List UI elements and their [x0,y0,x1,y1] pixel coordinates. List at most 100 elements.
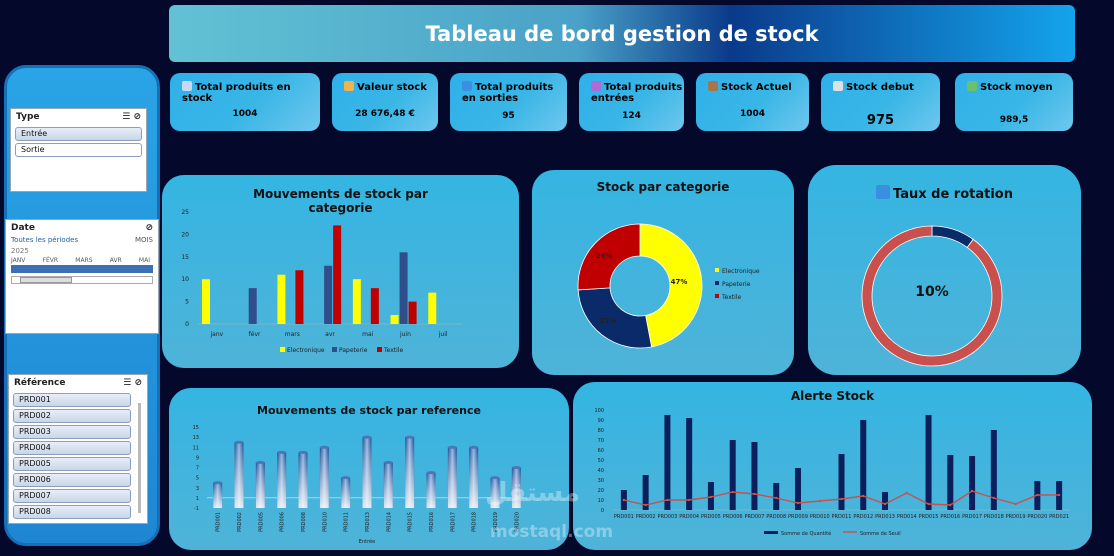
moneybag-icon [344,81,354,91]
x-tick-label: PRD016 [429,512,435,532]
line-point [1036,493,1039,497]
kpi-card: Stock moyen 989,5 [955,73,1073,131]
timeline-bar[interactable] [11,265,153,273]
bar [729,440,736,510]
bar [408,301,417,324]
bar [860,420,867,510]
center-label: 10% [915,284,949,300]
line-point [905,491,908,495]
slicer-scrollbar[interactable] [138,403,141,513]
y-tick-label: 30 [598,478,604,484]
kpi-value: 989,5 [999,115,1029,125]
y-tick-label: 0 [601,508,604,514]
stock-alert-chart: 0 10 20 30 40 50 60 70 80 90 100 PRD001 PRD002 PRD003… [594,408,1070,537]
bar-highlight [383,462,393,508]
donut-slice [577,287,653,349]
slicer-item-reference[interactable]: PRD003 [13,425,131,439]
bar-highlight [362,437,372,508]
x-tick-label: PRD001 [614,514,634,520]
legend-swatch [715,281,719,285]
x-tick-label: PRD010 [810,514,830,520]
chart-title: Mouvements de stock par categorie [253,187,428,215]
slicer-item-reference[interactable]: PRD008 [13,505,131,519]
bar [990,430,997,510]
line-point [666,498,669,502]
slicer-item-reference[interactable]: PRD004 [13,441,131,455]
chart-title: Mouvements de stock par reference [257,404,481,417]
slicer-item-reference[interactable]: PRD007 [13,489,131,503]
type-slicer-title: Type [16,112,40,122]
stock-by-category-donut: 47% 27% 26% Electronique Papeterie Textile [577,223,760,349]
kpi-value: 95 [502,111,515,121]
bar-cap [362,435,372,439]
period-unit-dropdown[interactable]: MOIS [134,236,153,244]
month-label: JANV [11,257,26,264]
line-point [862,494,865,498]
bar-cap [277,450,287,454]
month-label: MARS [75,257,93,264]
reference-slicer: Référence ☰ ⊘ PRD001 PRD002 PRD003 PRD004 PR… [8,374,148,524]
x-tick-label: PRD009 [788,514,808,520]
bar [751,442,758,510]
multiselect-icon[interactable]: ☰ [122,112,131,122]
x-tick-label: PRD021 [1049,514,1069,520]
chart-card-category-movements: Mouvements de stock par categorie 0 5 10 15… [162,175,519,368]
slicer-item-reference[interactable]: PRD005 [13,457,131,471]
slicer-item-reference[interactable]: PRD006 [13,473,131,487]
x-tick-label: PRD006 [280,512,286,532]
x-tick-label: PRD015 [919,514,939,520]
legend-swatch [715,294,719,298]
x-tick-label: PRD003 [657,514,677,520]
clear-filter-icon[interactable]: ⊘ [145,223,153,233]
clock-icon [833,81,843,91]
x-tick-label: PRD001 [216,512,222,532]
bar [882,492,889,510]
x-tick-label: avr [325,331,335,338]
x-tick-label: PRD017 [450,512,456,532]
slicer-item-sortie[interactable]: Sortie [15,143,142,157]
x-tick-label: PRD005 [258,512,264,532]
kpi-card: Stock Actuel 1004 [696,73,809,131]
y-tick-label: 9 [196,455,199,461]
kpi-label: Total produits entrées [591,82,683,104]
slicer-item-entree[interactable]: Entrée [15,127,142,141]
chart-card-rotation-rate: Taux de rotation 10% [808,165,1081,375]
timeline-scrollbar[interactable] [11,276,153,284]
slicer-item-reference[interactable]: PRD001 [13,393,131,407]
line-point [687,498,691,502]
kpi-label: Stock debut [846,82,914,93]
bar-highlight [511,467,521,508]
bar-cap [426,471,436,475]
clear-filter-icon[interactable]: ⊘ [133,112,141,122]
bar-cap [319,445,329,449]
watermark-arabic: مستقل [485,478,581,508]
slicer-item-reference[interactable]: PRD002 [13,409,131,423]
x-tick-label: PRD016 [940,514,960,520]
donut-slice [577,223,641,291]
kpi-card: Total produits en sorties 95 [450,73,567,131]
chart-title: Alerte Stock [790,389,875,403]
bar [352,279,361,324]
kpi-card: Valeur stock 28 676,48 € [332,73,438,131]
x-tick-label: PRD004 [679,514,699,520]
bar [925,415,932,510]
kpi-value: 28 676,48 € [355,109,415,119]
x-tick-label: PRD019 [493,512,499,532]
legend-label: Papeterie [722,281,751,288]
scrollbar-thumb[interactable] [20,277,72,283]
bar-highlight [469,447,479,508]
y-tick-label: 15 [181,254,189,261]
multiselect-icon[interactable]: ☰ [123,378,132,388]
clear-filter-icon[interactable]: ⊘ [134,378,142,388]
bar-highlight [405,437,415,508]
date-timeline: Date ⊘ Toutes les périodes MOIS 2025 JAN… [5,219,159,334]
y-tick-label: 10 [598,498,604,504]
line-point [709,495,713,499]
x-tick-label: PRD018 [472,512,478,532]
line-point [992,496,996,500]
bar-cap [341,476,351,480]
bar-cap [405,435,415,439]
legend-label: Textile [721,294,741,301]
legend-swatch [764,531,778,534]
